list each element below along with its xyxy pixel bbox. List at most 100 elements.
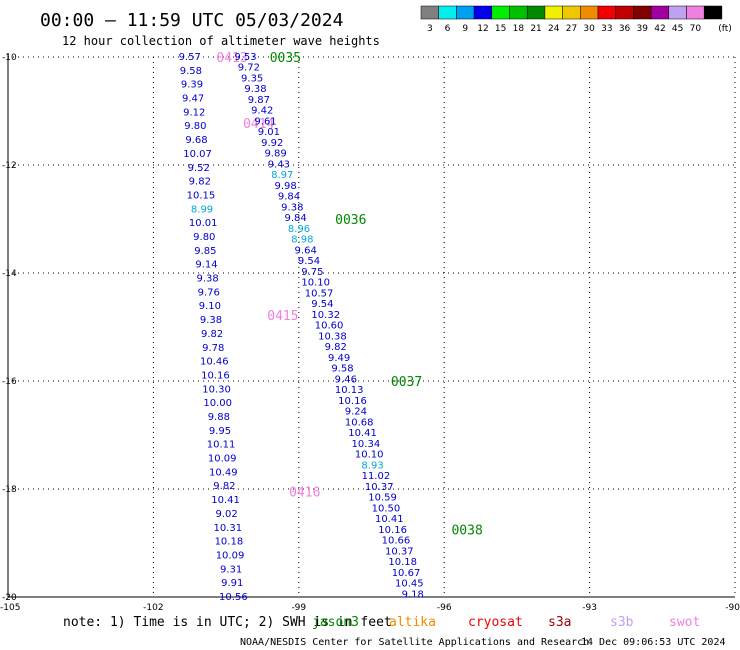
wave-height-value: 9.46	[335, 374, 357, 385]
y-tick-label: -12	[2, 161, 17, 171]
wave-height-value: 10.16	[378, 525, 407, 536]
wave-height-value: 10.68	[345, 417, 374, 428]
pass-time-label: 0036	[335, 213, 366, 228]
y-tick-label: -18	[2, 485, 17, 495]
track-jason3: 9.539.729.359.389.879.429.619.019.929.89…	[234, 51, 482, 600]
x-tick-label: -105	[0, 603, 20, 613]
wave-height-value: 9.82	[201, 329, 223, 340]
wave-height-value: 10.34	[352, 439, 381, 450]
color-scale-swatch	[703, 5, 723, 20]
wave-height-value: 9.72	[238, 63, 260, 74]
wave-height-value: 9.49	[328, 353, 350, 364]
satellite-tracks: 9.57 9.58 9.39 9.47 9.12 9.80 9.68 10.07 9.52 9.8…	[179, 51, 483, 603]
wave-height-value: 10.09	[208, 454, 237, 465]
color-scale-swatch	[526, 5, 546, 20]
satellite-legend: jason3 altika cryosat s3a s3b swot	[312, 615, 700, 630]
wave-height-value: 9.80	[193, 232, 215, 243]
wave-height-value: 9.89	[264, 149, 286, 160]
wave-height-value: 9.58	[180, 66, 202, 77]
wave-height-value: 8.98	[291, 235, 313, 246]
wave-height-value: 10.66	[382, 536, 411, 547]
wave-height-value: 9.31	[220, 564, 242, 575]
wave-height-value: 9.42	[251, 106, 273, 117]
wave-height-value: 9.87	[248, 95, 270, 106]
color-scale-legend: 3 6 9 12 15 18 21 24 27 30 33 36 39 42 45 70 (ft)	[420, 5, 732, 34]
pass-time-label: 0037	[391, 375, 422, 390]
x-tick-label: -90	[725, 603, 740, 613]
footer-note: note: 1) Time is in UTC; 2) SWH is in fe…	[63, 615, 392, 630]
wave-height-value: 9.92	[261, 138, 283, 149]
satellite-legend-cryosat: cryosat	[468, 615, 523, 630]
wave-height-value: 10.37	[385, 546, 414, 557]
color-scale-label: 21	[530, 24, 541, 34]
plot-grid	[8, 56, 736, 597]
wave-height-value: 10.13	[335, 385, 364, 396]
y-tick-label: -20	[2, 593, 17, 603]
wave-height-value: 9.82	[189, 177, 211, 188]
color-scale-swatch	[580, 5, 599, 20]
wave-height-value: 9.68	[185, 135, 207, 146]
color-scale-label: 6	[445, 24, 451, 34]
pass-time-label: 0415	[267, 309, 298, 324]
color-scale-swatch	[473, 5, 493, 20]
wave-height-value: 9.80	[184, 121, 206, 132]
color-scale-label: 24	[548, 24, 560, 34]
wave-height-value: 10.16	[201, 370, 230, 381]
wave-height-value: 11.02	[362, 471, 391, 482]
color-scale-label: 39	[637, 24, 649, 34]
pass-time-label: 0414	[243, 117, 274, 132]
pass-time-label: 0413	[216, 51, 247, 66]
wave-height-value: 9.54	[298, 256, 320, 267]
wave-height-value: 9.88	[208, 412, 230, 423]
wave-height-value: 10.60	[315, 321, 344, 332]
wave-height-value: 10.32	[311, 310, 340, 321]
wave-height-value: 10.31	[213, 523, 242, 534]
wave-height-value: 9.43	[268, 159, 290, 170]
wave-height-value: 9.98	[274, 181, 296, 192]
wave-height-value: 9.58	[331, 364, 353, 375]
wave-height-value: 9.91	[221, 578, 243, 589]
color-scale-swatch	[562, 5, 581, 20]
wave-height-value: 10.07	[183, 149, 212, 160]
pass-time-label: 0416	[289, 486, 320, 501]
satellite-legend-s3a: s3a	[548, 615, 571, 630]
x-tick-label: -102	[143, 603, 163, 613]
wave-height-value: 10.46	[200, 357, 229, 368]
page-title: 00:00 – 11:59 UTC 05/03/2024	[40, 10, 343, 31]
pass-time-label: 0038	[451, 524, 482, 539]
color-scale-label: 45	[672, 24, 683, 34]
wave-height-value: 10.30	[202, 384, 231, 395]
wave-height-value: 10.57	[305, 288, 334, 299]
pass-time-label: 0035	[270, 51, 301, 66]
color-scale-swatch	[668, 5, 687, 20]
wave-height-value: 9.82	[213, 481, 235, 492]
wave-height-value: 9.39	[181, 80, 203, 91]
wave-height-value: 9.76	[198, 287, 220, 298]
wave-height-value: 10.49	[209, 467, 238, 478]
wave-height-value: 10.10	[355, 450, 384, 461]
wave-height-value: 9.18	[402, 589, 424, 600]
color-scale-unit: (ft)	[718, 24, 732, 34]
x-tick-label: -93	[582, 603, 597, 613]
color-scale-label: 30	[583, 24, 595, 34]
x-tick-label: -99	[291, 603, 306, 613]
wave-height-value: 8.93	[361, 460, 383, 471]
wave-height-value: 10.15	[187, 190, 216, 201]
wave-height-value: 9.52	[188, 163, 210, 174]
color-scale-label: 3	[427, 24, 433, 34]
color-scale-label: 18	[513, 24, 525, 34]
wave-height-value: 9.38	[244, 84, 266, 95]
wave-height-value: 9.01	[258, 127, 280, 138]
y-tick-label: -10	[2, 53, 17, 63]
color-scale-swatch	[686, 5, 705, 20]
wave-height-value: 8.96	[288, 224, 310, 235]
wave-height-value: 8.99	[191, 204, 213, 215]
satellite-legend-s3b: s3b	[610, 615, 634, 630]
wave-height-value: 10.37	[365, 482, 394, 493]
wave-height-value: 10.09	[216, 550, 245, 561]
wave-height-value: 10.01	[189, 218, 218, 229]
footer-credit: NOAA/NESDIS Center for Satellite Applica…	[240, 637, 589, 648]
wave-height-value: 9.82	[325, 342, 347, 353]
color-scale-label: 70	[690, 24, 702, 34]
